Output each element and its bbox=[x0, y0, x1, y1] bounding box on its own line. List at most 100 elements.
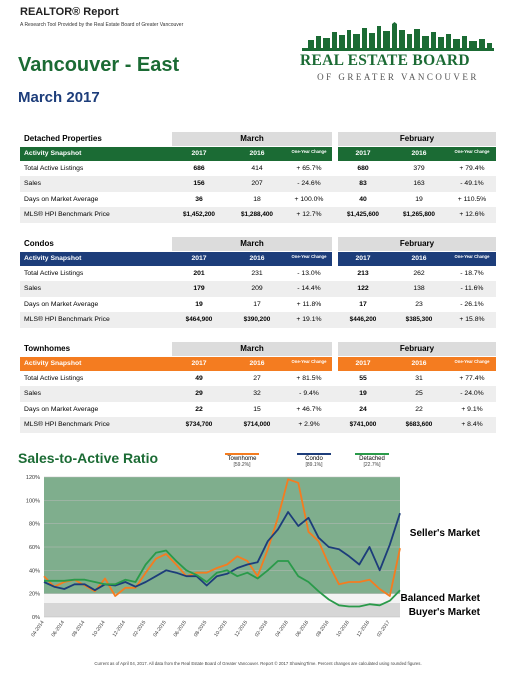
value-feb-2017: $446,200 bbox=[349, 316, 377, 323]
area-title: Vancouver - East bbox=[18, 54, 180, 76]
value-march-2016: $1,288,400 bbox=[241, 211, 273, 218]
x-tick-label: 10-2014 bbox=[91, 620, 107, 639]
value-march-2017: 201 bbox=[193, 269, 205, 277]
report-title: REALTOR® Report bbox=[20, 6, 119, 18]
row-label: Days on Market Average bbox=[24, 195, 99, 203]
change-feb: + 15.8% bbox=[459, 316, 485, 323]
change-feb: - 26.1% bbox=[460, 300, 484, 308]
x-tick-label: 02-2016 bbox=[254, 620, 270, 639]
value-march-2017: 49 bbox=[195, 374, 203, 382]
logo-text-city: OF GREATER VANCOUVER bbox=[317, 72, 479, 82]
month-header-current: March bbox=[172, 342, 332, 356]
value-march-2016: $714,000 bbox=[243, 421, 271, 428]
legend-label-detached: Detached bbox=[359, 456, 385, 462]
snapshot-label: Activity Snapshot bbox=[24, 359, 82, 367]
y-tick-label: 0% bbox=[32, 615, 40, 621]
value-feb-2016: $683,600 bbox=[405, 421, 433, 428]
col-year-current-feb: 2017 bbox=[355, 149, 371, 157]
row-label: Sales bbox=[24, 180, 42, 187]
section-title: Condos bbox=[24, 239, 54, 248]
value-march-2016: 207 bbox=[251, 180, 263, 187]
row-label: MLS® HPI Benchmark Price bbox=[24, 316, 110, 323]
value-feb-2016: 262 bbox=[413, 269, 425, 277]
value-march-2016: 32 bbox=[253, 390, 261, 397]
value-march-2016: $390,200 bbox=[243, 316, 271, 323]
value-march-2017: 29 bbox=[195, 390, 203, 397]
value-feb-2016: 138 bbox=[413, 285, 425, 292]
snapshot-band-previous bbox=[338, 146, 496, 161]
value-feb-2017: 40 bbox=[359, 195, 367, 203]
value-feb-2016: 163 bbox=[413, 180, 425, 187]
change-march: - 13.0% bbox=[297, 269, 321, 277]
col-change-feb: One-Year Change bbox=[454, 253, 490, 259]
report-header: REALTOR® Report A Research Tool Provided… bbox=[0, 0, 516, 110]
y-tick-label: 40% bbox=[29, 568, 40, 574]
col-change-feb: One-Year Change bbox=[454, 358, 490, 364]
x-tick-label: 08-2014 bbox=[71, 620, 87, 639]
x-tick-label: 02-2015 bbox=[132, 620, 148, 639]
table-row: Sales 179 209 - 14.4% 122 138 - 11.6% bbox=[20, 281, 496, 297]
table-row: Days on Market Average 19 17 + 11.8% 17 23 - 2… bbox=[20, 297, 496, 313]
value-feb-2017: 17 bbox=[359, 300, 367, 308]
row-label: Total Active Listings bbox=[24, 164, 84, 172]
change-march: + 2.9% bbox=[298, 421, 320, 428]
value-feb-2017: 122 bbox=[357, 285, 369, 292]
table-row: Days on Market Average 36 18 + 100.0% 40 19 + … bbox=[20, 192, 496, 208]
value-march-2016: 18 bbox=[253, 195, 261, 203]
value-feb-2017: 19 bbox=[359, 390, 367, 397]
x-tick-label: 04-2014 bbox=[30, 620, 46, 639]
value-march-2016: 15 bbox=[253, 405, 261, 413]
detached-table: Detached Properties March February Activity… bbox=[20, 131, 496, 223]
townhomes-table: Townhomes March February Activity Snapshot 2… bbox=[20, 341, 496, 433]
snapshot-label: Activity Snapshot bbox=[24, 254, 82, 262]
value-feb-2017: 24 bbox=[359, 405, 367, 413]
x-tick-label: 02-2017 bbox=[376, 620, 392, 639]
col-change: One-Year Change bbox=[291, 148, 327, 154]
row-label: Days on Market Average bbox=[24, 405, 99, 413]
value-feb-2017: $741,000 bbox=[349, 421, 377, 428]
value-march-2016: 231 bbox=[251, 269, 263, 277]
col-year-prior-feb: 2016 bbox=[411, 254, 427, 262]
value-feb-2017: $1,425,600 bbox=[347, 211, 379, 218]
change-march: - 14.4% bbox=[297, 285, 321, 292]
row-label: Total Active Listings bbox=[24, 374, 84, 382]
change-march: + 100.0% bbox=[294, 195, 324, 203]
legend-swatch-townhome bbox=[225, 453, 259, 455]
row-label: MLS® HPI Benchmark Price bbox=[24, 211, 110, 218]
col-year-current: 2017 bbox=[191, 359, 207, 367]
col-year-current: 2017 bbox=[191, 254, 207, 262]
section-header-row: Townhomes March February bbox=[20, 341, 496, 357]
logo-text-board: REAL ESTATE BOARD bbox=[300, 52, 470, 69]
value-feb-2016: 379 bbox=[413, 164, 425, 172]
col-year-current: 2017 bbox=[191, 149, 207, 157]
snapshot-band-previous bbox=[338, 251, 496, 266]
value-march-2017: $734,700 bbox=[185, 421, 213, 428]
change-feb: - 18.7% bbox=[460, 269, 484, 277]
change-march: + 65.7% bbox=[296, 164, 322, 172]
x-tick-label: 04-2016 bbox=[274, 620, 290, 639]
table-row: MLS® HPI Benchmark Price $464,900 $390,200… bbox=[20, 312, 496, 328]
zone-label-balanced: Balanced Market bbox=[401, 593, 481, 604]
change-feb: + 79.4% bbox=[459, 164, 485, 172]
value-march-2016: 414 bbox=[251, 164, 263, 172]
report-subtitle: A Research Tool Provided by the Real Est… bbox=[20, 22, 184, 28]
activity-snapshot-row: Activity Snapshot 2017 2016 One-Year Change… bbox=[20, 146, 496, 161]
zone-buyers-market bbox=[44, 603, 400, 617]
value-feb-2016: 23 bbox=[415, 300, 423, 308]
y-tick-label: 60% bbox=[29, 545, 40, 551]
value-march-2017: 22 bbox=[195, 405, 203, 413]
value-feb-2017: 680 bbox=[357, 164, 369, 172]
x-tick-label: 06-2015 bbox=[173, 620, 189, 639]
activity-snapshot-row: Activity Snapshot 2017 2016 One-Year Change… bbox=[20, 356, 496, 371]
value-march-2016: 209 bbox=[251, 285, 263, 292]
legend-label-townhome: Townhome bbox=[227, 456, 257, 462]
section-header-row: Detached Properties March February bbox=[20, 131, 496, 147]
change-feb: + 110.5% bbox=[457, 195, 487, 203]
change-march: + 81.5% bbox=[296, 374, 322, 382]
x-tick-label: 08-2015 bbox=[193, 620, 209, 639]
value-feb-2016: $1,265,800 bbox=[403, 211, 435, 218]
condos-table: Condos March February Activity Snapshot 2017… bbox=[20, 236, 496, 328]
change-feb: + 77.4% bbox=[459, 374, 485, 382]
value-march-2017: $464,900 bbox=[185, 316, 213, 323]
value-feb-2017: 55 bbox=[359, 374, 367, 382]
